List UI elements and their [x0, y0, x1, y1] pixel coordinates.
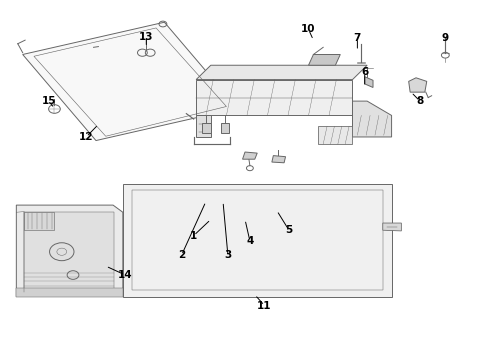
Polygon shape [409, 78, 427, 92]
Text: 3: 3 [224, 250, 231, 260]
Text: 4: 4 [246, 236, 253, 246]
Polygon shape [196, 116, 211, 137]
Text: 10: 10 [301, 24, 316, 35]
Polygon shape [196, 65, 367, 80]
Text: 8: 8 [416, 96, 423, 106]
Text: 12: 12 [79, 132, 94, 142]
Polygon shape [365, 77, 373, 87]
Polygon shape [272, 156, 286, 163]
Text: 15: 15 [41, 96, 56, 106]
Polygon shape [16, 205, 123, 297]
Text: 6: 6 [361, 67, 368, 77]
Text: 13: 13 [139, 32, 153, 41]
Polygon shape [318, 126, 352, 144]
Text: 2: 2 [178, 250, 185, 260]
Polygon shape [202, 123, 211, 134]
Text: 5: 5 [285, 225, 293, 235]
Polygon shape [309, 54, 340, 65]
Text: 1: 1 [190, 231, 197, 240]
Text: 14: 14 [118, 270, 133, 280]
Polygon shape [123, 184, 392, 297]
Text: 11: 11 [257, 301, 272, 311]
Polygon shape [352, 101, 392, 137]
Polygon shape [383, 223, 401, 231]
Text: 7: 7 [354, 33, 361, 43]
Polygon shape [23, 22, 238, 140]
Polygon shape [196, 80, 352, 116]
Polygon shape [220, 123, 229, 134]
Polygon shape [24, 212, 54, 230]
Text: 9: 9 [442, 33, 449, 43]
Polygon shape [24, 212, 114, 292]
Polygon shape [16, 288, 123, 297]
Polygon shape [243, 152, 257, 159]
